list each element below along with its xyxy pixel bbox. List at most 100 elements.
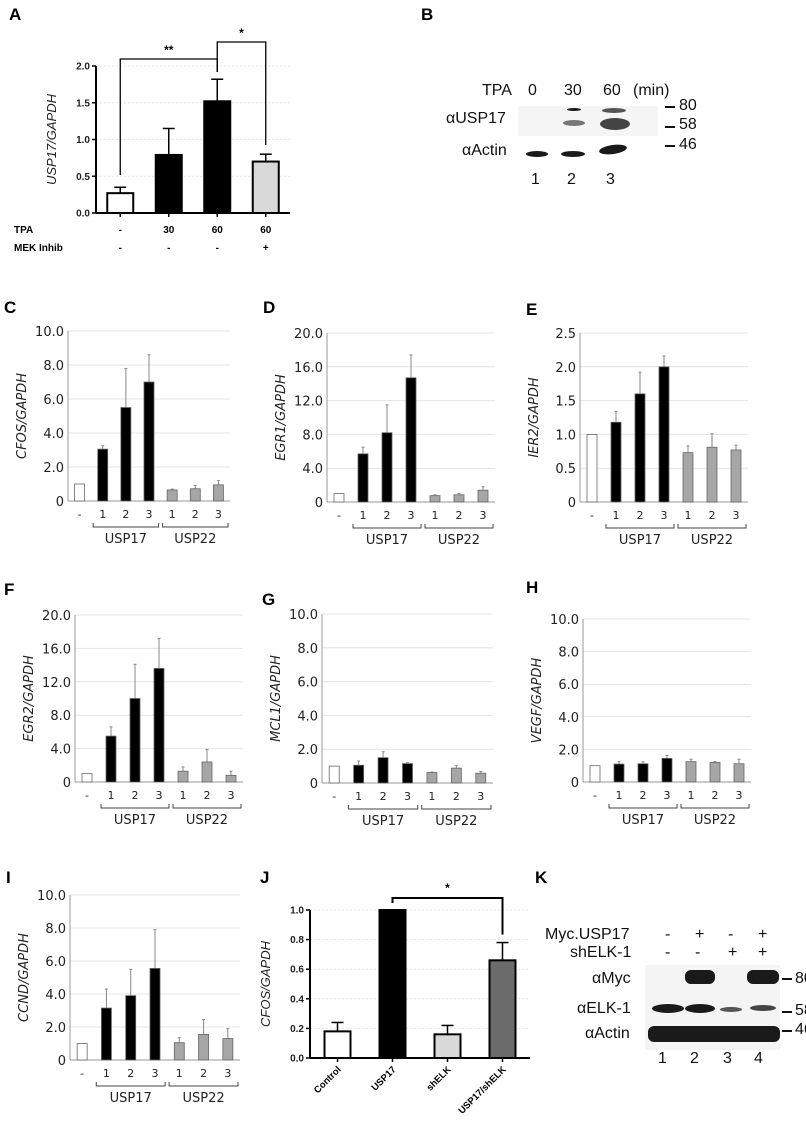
bar-i [101,1007,112,1061]
y-tick-label-j: 0.8 [290,935,304,946]
bar-f [201,761,213,783]
bar-i [125,995,137,1061]
bar-e [682,452,694,503]
x-tick-label-c: 2 [122,508,129,521]
panel-letter-d: D [263,298,276,317]
western-blot-b: TPA 0 30 60 (min) αUSP17 αActin 80 58 46… [430,70,710,190]
x-tick-label-h: 3 [736,789,743,802]
group-label-d: USP22 [438,533,480,548]
bar-c [166,489,178,502]
x-tick-label-a: - [216,243,219,254]
x-tick-label-a: 30 [163,225,175,236]
bar-h [709,762,721,783]
y-tick-label-c: 6.0 [43,393,64,408]
y-tick-label-g: 2.0 [297,743,318,758]
y-tick-label-e: 0 [568,496,576,511]
blot-k-row-label: αELK-1 [577,1000,631,1017]
x-tick-label-g: 3 [404,790,411,803]
blot-b-row-label: αUSP17 [446,110,506,127]
y-tick-label-j: 0.2 [290,1024,304,1035]
group-label-h: USP22 [694,813,736,828]
y-tick-label-i: 4.0 [45,988,66,1003]
x-tick-label-e: 1 [685,509,692,522]
group-bracket-e [605,524,675,529]
y-tick-label-d: 20.0 [294,327,323,342]
row-label-mek: MEK Inhib [14,243,63,254]
significance-label-a: * [239,26,244,40]
group-bracket-e [677,524,747,529]
y-tick-label-a: 1.0 [76,135,90,146]
x-tick-label-g: - [332,790,336,803]
blot-b-membrane-usp17 [518,106,658,136]
y-axis-label-c: CFOS/GAPDH [15,373,30,459]
y-axis-label-g: MCL1/GAPDH [269,655,284,742]
y-axis-label-e: IER2/GAPDH [527,377,542,458]
western-blot-k: Myc.USP17 - + - + shELK-1 - - + + αMyc α… [540,920,806,1070]
x-tick-label-h: 1 [688,789,695,802]
bar-d [429,495,441,503]
y-tick-label-g: 8.0 [297,642,318,657]
x-tick-label-a: 60 [260,225,272,236]
panel-letter-e: E [526,300,538,319]
blot-k-band [720,1007,742,1012]
y-tick-label-h: 2.0 [558,743,579,758]
y-tick-label-g: 0 [310,777,318,792]
blot-k-row-label: αMyc [592,970,631,987]
bar-e [610,421,622,503]
blot-b-condition: 30 [564,82,582,99]
y-axis-label-h: VEGF/GAPDH [530,657,545,743]
bar-d [357,453,369,503]
group-bracket-g [421,805,492,810]
bar-e [658,366,670,503]
significance-bracket-a [216,41,267,145]
bar-g [328,765,340,784]
blot-k-marker: 58 [795,1002,806,1019]
blot-k-marker: 80 [795,970,806,987]
group-label-i: USP22 [182,1091,224,1106]
x-tick-label-d: 3 [480,509,487,522]
bar-g [353,764,365,784]
y-tick-label-g: 4.0 [297,709,318,724]
blot-k-lane: 3 [723,1050,732,1067]
y-tick-label-e: 2.5 [555,327,576,342]
y-tick-label-h: 0 [571,776,579,791]
y-tick-label-i: 0 [58,1054,66,1069]
blot-k-treatment-value: - [665,926,671,943]
x-tick-label-a: - [119,243,122,254]
y-tick-label-f: 0 [63,776,71,791]
y-tick-label-e: 2.0 [555,361,576,376]
y-tick-label-d: 16.0 [294,361,323,376]
x-tick-label-j: Control [312,1064,344,1096]
blot-b-band [602,108,626,113]
group-label-f: USP22 [186,813,228,828]
bar-c [143,381,155,502]
bar-c [74,483,85,502]
blot-b-band [526,151,548,157]
y-tick-label-c: 8.0 [43,359,64,374]
blot-k-treatment-value: - [695,944,701,961]
y-tick-label-h: 10.0 [550,613,579,628]
y-tick-label-c: 10.0 [35,325,64,340]
significance-label-a: ** [164,43,174,57]
x-tick-label-f: 1 [180,789,187,802]
x-tick-label-i: 3 [224,1067,231,1080]
y-tick-label-c: 4.0 [43,427,64,442]
group-label-h: USP17 [622,813,664,828]
blot-b-band [563,120,585,126]
y-tick-label-h: 4.0 [558,711,579,726]
significance-label-j: * [445,881,450,895]
y-tick-label-e: 1.5 [555,395,576,410]
x-tick-label-d: - [337,509,341,522]
y-tick-label-h: 6.0 [558,678,579,693]
blot-k-band [747,970,779,984]
bar-f [177,770,189,783]
panel-letter-i: I [6,868,11,887]
group-bracket-d [424,524,494,529]
blot-k-treatment-value: + [758,944,768,961]
bar-a [251,160,280,215]
y-axis-label-a: USP17/GAPDH [44,93,59,185]
blot-b-band [567,108,581,111]
blot-b-marker-tick [665,145,675,147]
bar-h [733,763,745,783]
